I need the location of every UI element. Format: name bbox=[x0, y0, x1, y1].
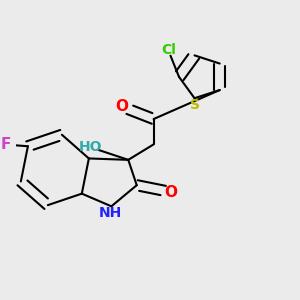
Text: S: S bbox=[190, 98, 200, 112]
Text: HO: HO bbox=[79, 140, 103, 154]
Text: Cl: Cl bbox=[161, 43, 176, 57]
Text: O: O bbox=[165, 185, 178, 200]
Text: NH: NH bbox=[98, 206, 122, 220]
Text: O: O bbox=[116, 99, 129, 114]
Text: F: F bbox=[0, 137, 11, 152]
